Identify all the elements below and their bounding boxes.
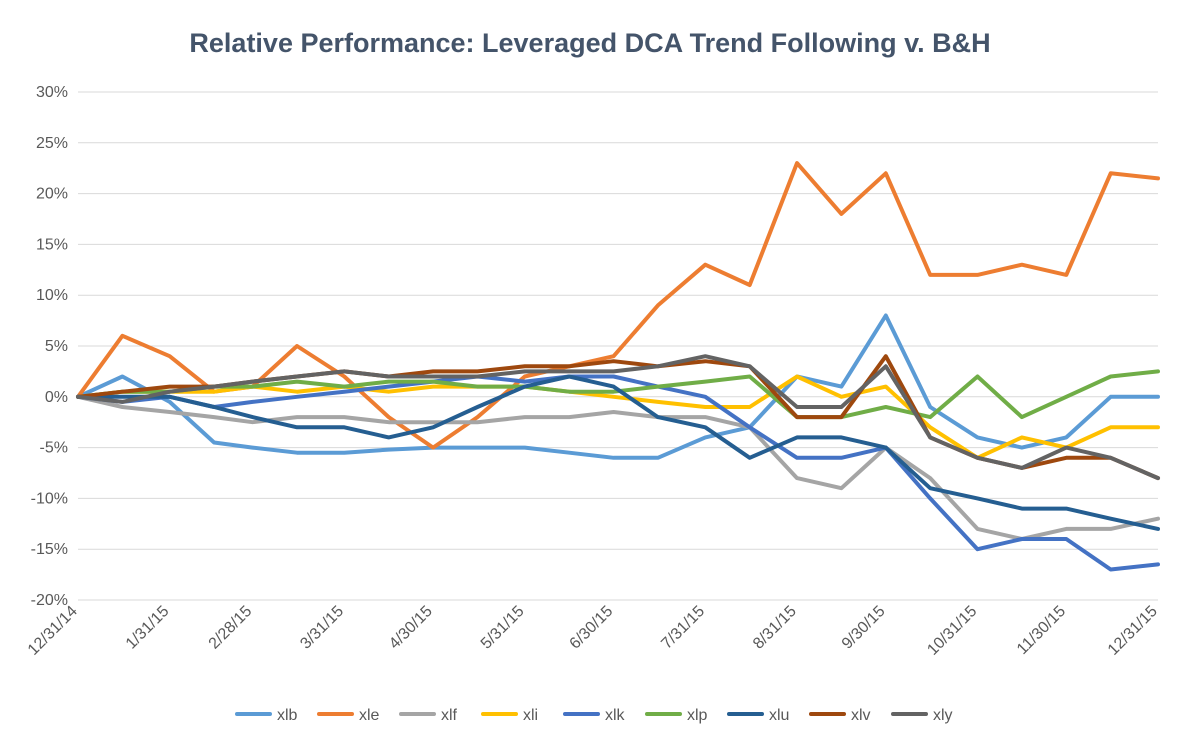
legend-label-xlv: xlv [851, 707, 871, 724]
x-tick-label: 10/31/15 [924, 603, 980, 659]
x-tick-label: 8/31/15 [750, 603, 800, 653]
x-tick-label: 7/31/15 [658, 603, 708, 653]
y-tick-label: 15% [36, 236, 68, 253]
gridlines [78, 91, 1158, 601]
x-axis-tick-labels: 12/31/14 1/31/15 2/28/15 3/31/15 4/30/15 5/31… [25, 603, 1161, 659]
series-line-xlk [76, 374, 1160, 572]
series-line-xlb [76, 313, 1160, 460]
legend-label-xly: xly [933, 707, 953, 724]
x-tick-label: 6/30/15 [567, 603, 617, 653]
y-tick-label: 25% [36, 135, 68, 152]
legend-label-xlf: xlf [441, 707, 458, 724]
legend-label-xlk: xlk [605, 707, 626, 724]
x-tick-label: 12/31/14 [25, 603, 81, 659]
x-tick-label: 9/30/15 [839, 603, 889, 653]
y-tick-label: 5% [45, 338, 68, 355]
series-line-xlf [76, 394, 1160, 541]
y-tick-label: 10% [36, 287, 68, 304]
y-tick-label: -10% [31, 490, 68, 507]
legend-label-xlu: xlu [769, 707, 789, 724]
x-tick-label: 5/31/15 [478, 603, 528, 653]
chart-title: Relative Performance: Leveraged DCA Tren… [189, 28, 990, 58]
x-tick-label: 4/30/15 [386, 603, 436, 653]
x-tick-label: 1/31/15 [123, 603, 173, 653]
x-tick-label: 2/28/15 [206, 603, 256, 653]
series-lines [76, 161, 1160, 572]
x-tick-label: 3/31/15 [297, 603, 347, 653]
legend-label-xlp: xlp [687, 707, 708, 724]
y-tick-label: 30% [36, 84, 68, 101]
series-line-xlp [76, 369, 1160, 420]
series-line-xlv [76, 354, 1160, 481]
series-line-xly [76, 354, 1160, 481]
x-tick-label: 11/30/15 [1014, 603, 1069, 658]
legend: xlb xle xlf xli xlk xlp xlu xlv xly [235, 707, 953, 724]
x-tick-label: 12/31/15 [1105, 603, 1161, 659]
y-axis-tick-labels: 30% 25% 20% 15% 10% 5% 0% -5% -10% -15% -20% [31, 84, 68, 609]
legend-label-xle: xle [359, 707, 380, 724]
legend-label-xlb: xlb [277, 707, 298, 724]
y-tick-label: 20% [36, 186, 68, 203]
series-line-xlu [76, 374, 1160, 531]
y-tick-label: -15% [31, 541, 68, 558]
legend-label-xli: xli [523, 707, 538, 724]
y-tick-label: -5% [40, 440, 68, 457]
y-tick-label: 0% [45, 389, 68, 406]
y-tick-label: -20% [31, 592, 68, 609]
